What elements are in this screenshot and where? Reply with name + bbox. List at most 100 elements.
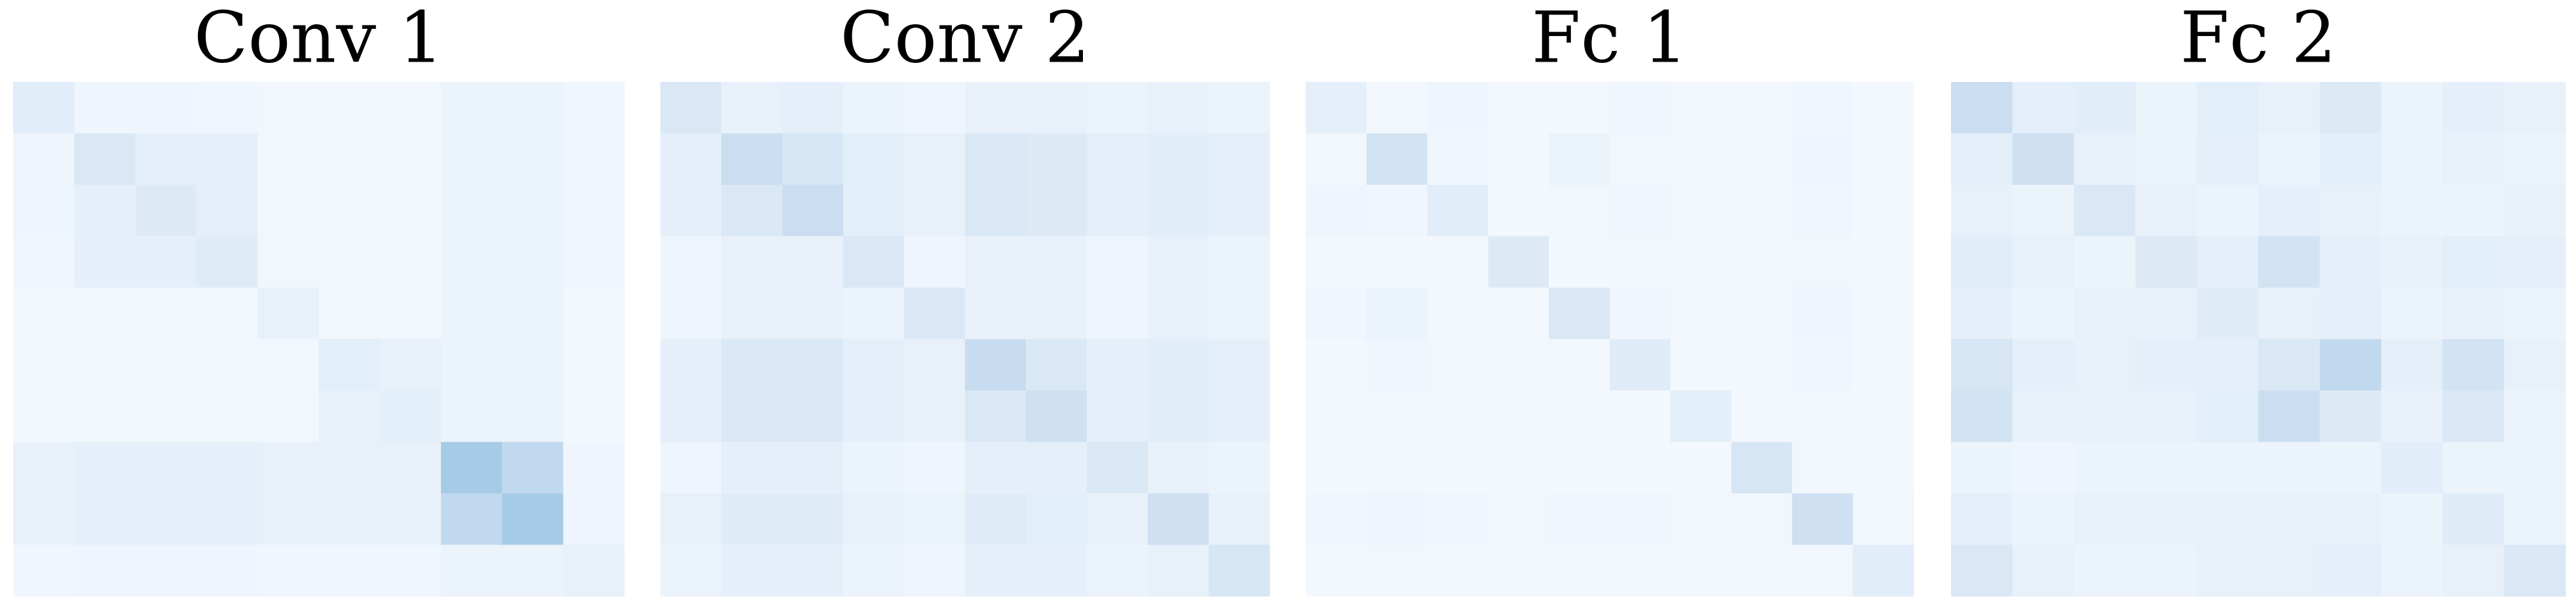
heatmap-cell xyxy=(2504,82,2566,134)
heatmap-cell xyxy=(2442,442,2505,494)
heatmap-cell xyxy=(2442,82,2505,134)
heatmap-cell xyxy=(1209,391,1270,442)
heatmap-cell xyxy=(257,288,319,339)
heatmap-cell xyxy=(660,442,722,494)
heatmap-cell xyxy=(1427,185,1488,237)
heatmap-cell xyxy=(1610,82,1671,134)
heatmap-cell xyxy=(965,82,1027,134)
heatmap-cell xyxy=(2197,493,2259,545)
heatmap-cell xyxy=(135,82,197,134)
heatmap-cell xyxy=(1951,82,2013,134)
heatmap-cell xyxy=(1306,185,1367,237)
heatmap-cell xyxy=(318,442,381,494)
heatmap-cell xyxy=(721,133,783,185)
heatmap-cell xyxy=(2135,391,2197,442)
heatmap-cell xyxy=(1026,82,1088,134)
heatmap-cell xyxy=(1792,133,1853,185)
heatmap-cell xyxy=(2381,544,2443,597)
heatmap-cell xyxy=(441,236,502,288)
heatmap-cell xyxy=(1087,82,1148,134)
heatmap-cell xyxy=(843,236,905,288)
heatmap-cell xyxy=(2135,288,2197,339)
heatmap-cell xyxy=(74,288,136,339)
heatmap-cell xyxy=(843,185,905,237)
heatmap-cell xyxy=(2197,391,2259,442)
heatmap-cell xyxy=(1610,133,1671,185)
heatmap-cell xyxy=(2504,288,2566,339)
heatmap-cell xyxy=(2012,288,2075,339)
heatmap-cell xyxy=(1427,493,1488,545)
heatmap-cell xyxy=(660,391,722,442)
heatmap-cell xyxy=(904,185,966,237)
heatmap-cell xyxy=(2319,391,2382,442)
heatmap-cell xyxy=(1087,133,1148,185)
heatmap-cell xyxy=(2197,82,2259,134)
heatmap-cell xyxy=(1853,236,1914,288)
heatmap-cell xyxy=(1670,339,1732,391)
heatmap-cell xyxy=(1087,544,1148,597)
heatmap-cell xyxy=(1366,133,1428,185)
heatmap-cell xyxy=(660,493,722,545)
heatmap-cell xyxy=(1087,185,1148,237)
heatmap-cell xyxy=(257,391,319,442)
heatmap-cell xyxy=(1610,544,1671,597)
heatmap-cell xyxy=(2442,288,2505,339)
heatmap-cell xyxy=(13,339,75,391)
heatmap-cell xyxy=(1488,339,1549,391)
heatmap-cell xyxy=(1148,442,1209,494)
heatmap-cell xyxy=(1792,391,1853,442)
heatmap-cell xyxy=(441,391,502,442)
heatmap-cell xyxy=(1366,442,1428,494)
heatmap-cell xyxy=(782,442,844,494)
heatmap-cell xyxy=(257,339,319,391)
heatmap-cell xyxy=(721,544,783,597)
heatmap-cell xyxy=(1026,288,1088,339)
heatmap-cell xyxy=(904,391,966,442)
heatmap-cell xyxy=(502,288,564,339)
heatmap-cell xyxy=(2258,493,2320,545)
heatmap-cell xyxy=(660,185,722,237)
heatmap-cell xyxy=(1026,391,1088,442)
heatmap-cell xyxy=(135,185,197,237)
heatmap-cell xyxy=(2504,493,2566,545)
heatmap-cell xyxy=(1148,544,1209,597)
heatmap-cell xyxy=(2381,133,2443,185)
heatmap-cell xyxy=(1670,236,1732,288)
heatmap-cell xyxy=(379,288,442,339)
heatmap-cell xyxy=(660,544,722,597)
heatmap-cell xyxy=(1670,391,1732,442)
heatmap-cell xyxy=(2319,442,2382,494)
heatmap-cell xyxy=(843,339,905,391)
heatmap-cell xyxy=(1853,82,1914,134)
heatmap-cell xyxy=(563,133,625,185)
heatmap-cell xyxy=(1087,391,1148,442)
heatmap-cell xyxy=(1853,133,1914,185)
heatmap-cell xyxy=(1366,236,1428,288)
heatmap-cell xyxy=(13,82,75,134)
heatmap-cell xyxy=(1209,288,1270,339)
heatmap-cell xyxy=(1427,391,1488,442)
heatmap-cell xyxy=(1488,493,1549,545)
heatmap-cell xyxy=(782,133,844,185)
heatmap-cell xyxy=(1306,133,1367,185)
heatmap-cell xyxy=(2504,185,2566,237)
heatmap-cell xyxy=(965,544,1027,597)
heatmap-cell xyxy=(721,493,783,545)
heatmap-cell xyxy=(257,544,319,597)
heatmap-cell xyxy=(1549,391,1610,442)
heatmap-cell xyxy=(904,236,966,288)
heatmap-cell xyxy=(1488,236,1549,288)
heatmap-cell xyxy=(2381,288,2443,339)
heatmap-cell xyxy=(1488,288,1549,339)
heatmap-cell xyxy=(74,544,136,597)
heatmap-cell xyxy=(502,185,564,237)
heatmap-cell xyxy=(1488,133,1549,185)
panel-title: Conv 2 xyxy=(840,0,1089,79)
heatmap-cell xyxy=(1670,82,1732,134)
heatmap-cell xyxy=(2012,544,2075,597)
heatmap-cell xyxy=(1792,236,1853,288)
heatmap-cell xyxy=(502,442,564,494)
heatmap-cell xyxy=(1427,442,1488,494)
heatmap-cell xyxy=(660,339,722,391)
heatmap-cell xyxy=(1731,442,1792,494)
